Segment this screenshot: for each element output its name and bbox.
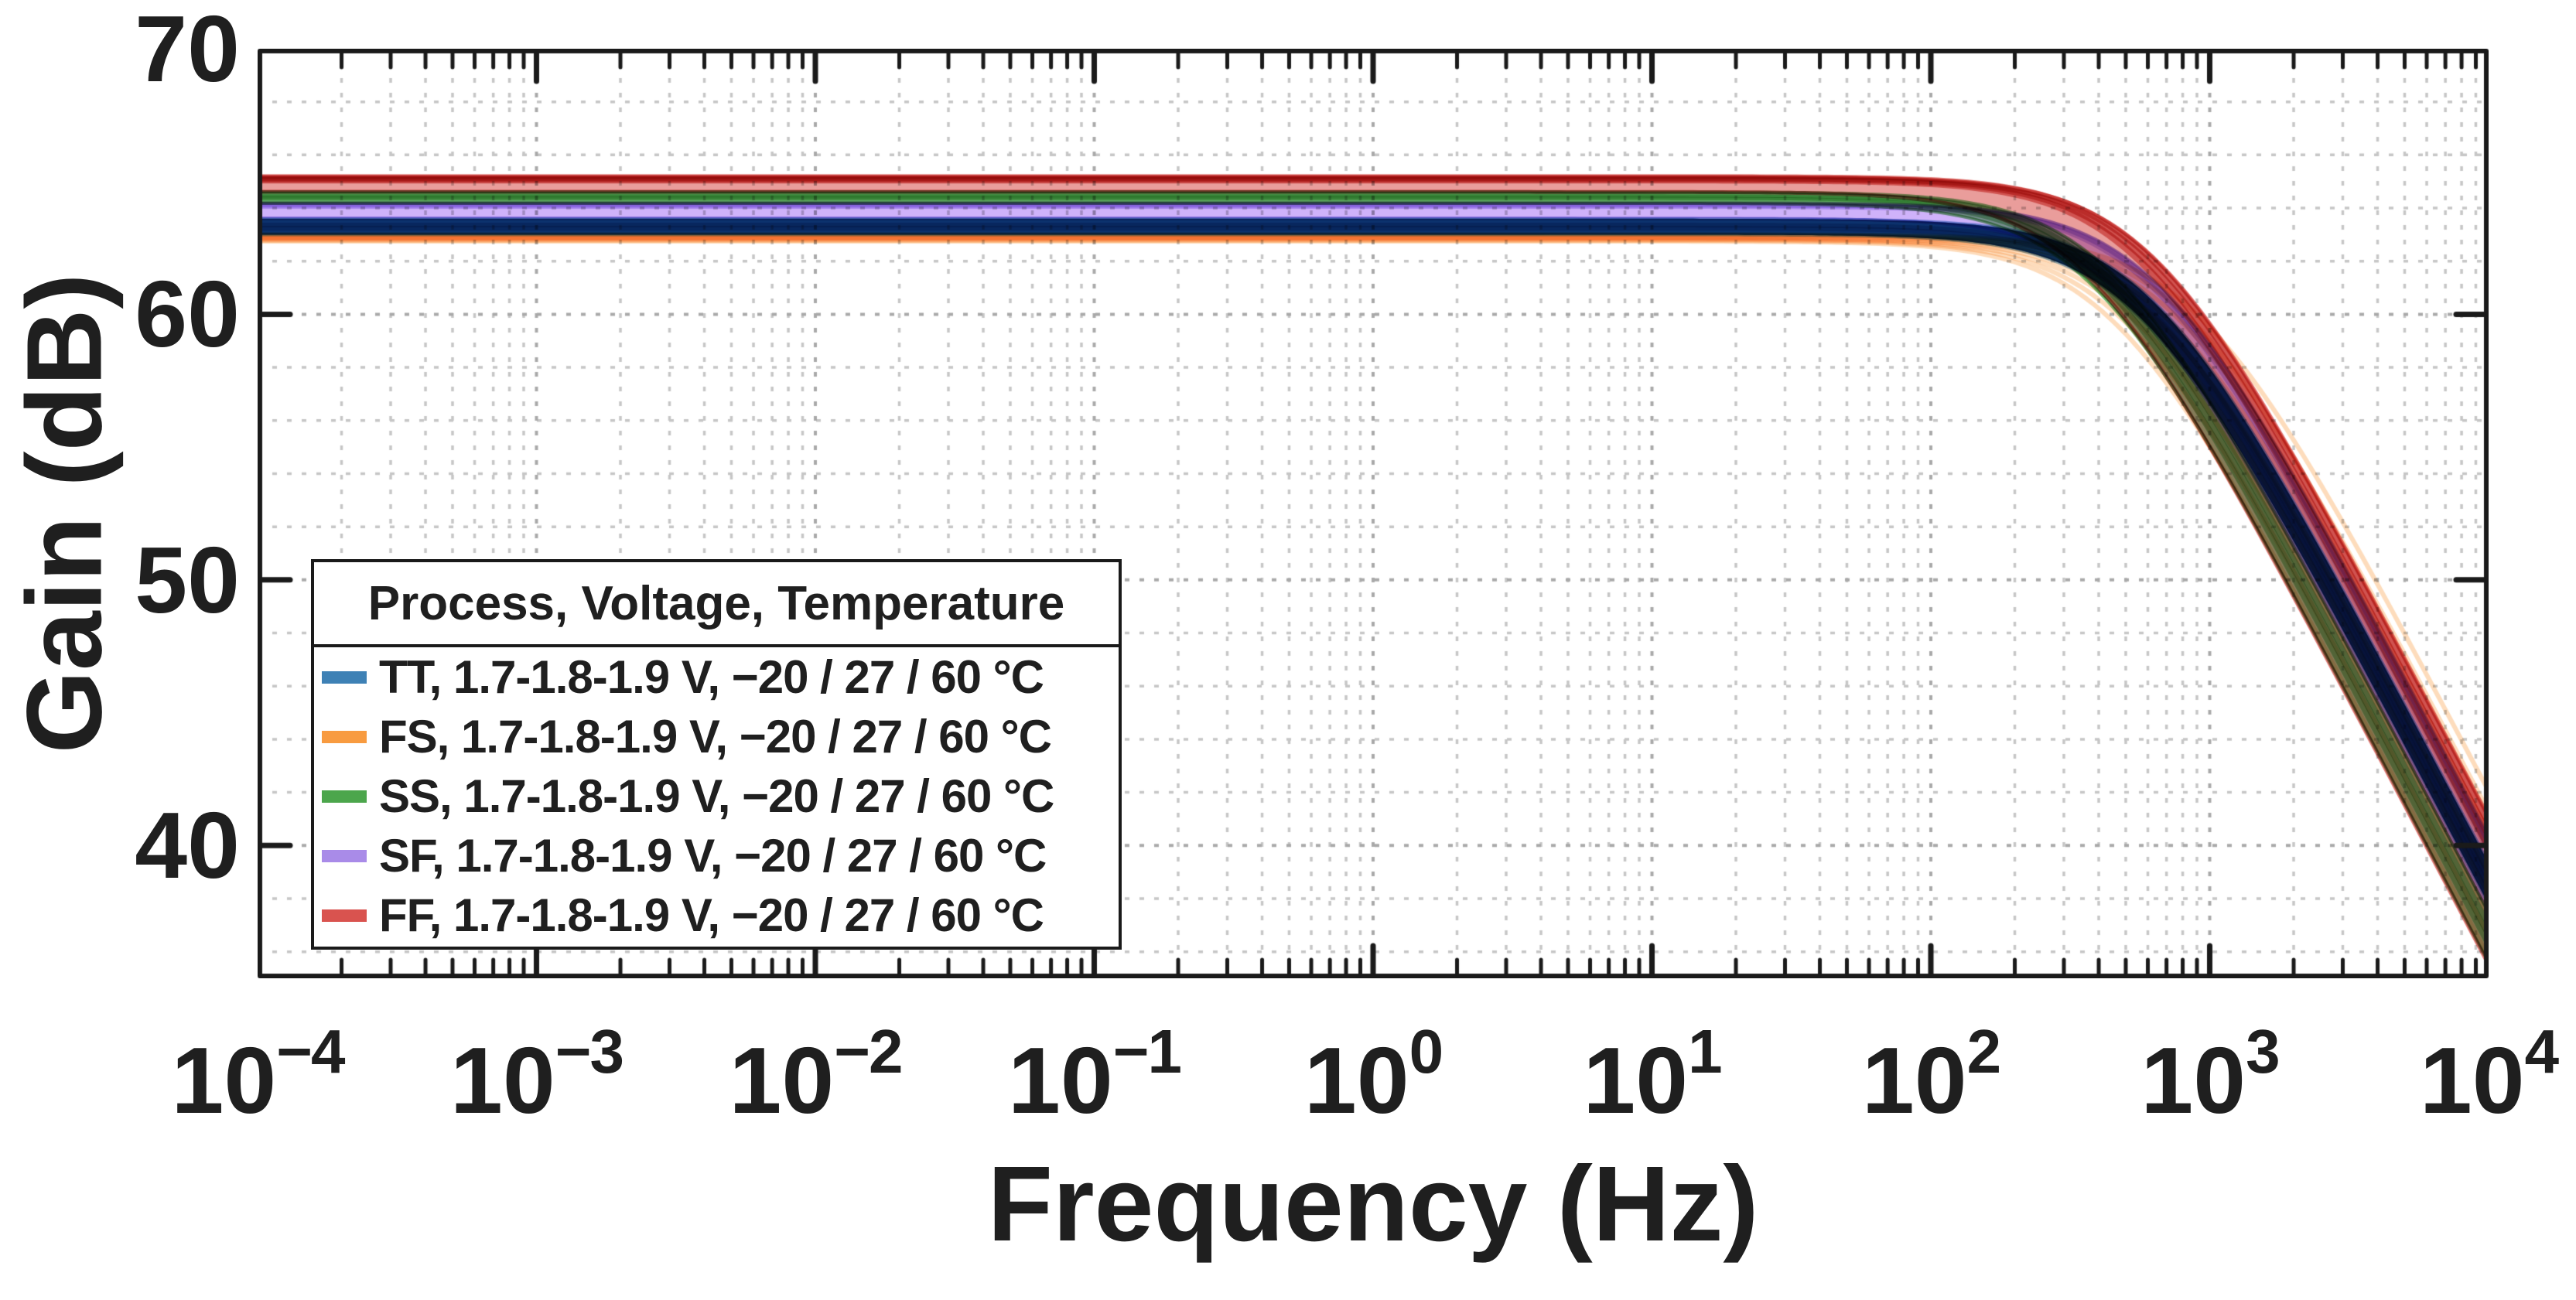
legend-entry: SS, 1.7-1.8-1.9 V, −20 / 27 / 60 °C (322, 766, 1119, 826)
y-tick-label: 40 (135, 793, 240, 899)
x-axis-label: Frequency (Hz) (987, 1145, 1759, 1264)
y-tick-label: 70 (135, 0, 240, 101)
legend-entry-label: FS, 1.7-1.8-1.9 V, −20 / 27 / 60 °C (379, 711, 1052, 763)
legend-entry: SF, 1.7-1.8-1.9 V, −20 / 27 / 60 °C (322, 826, 1119, 885)
x-tick-label: 102 (1861, 1017, 2001, 1133)
legend-title: Process, Voltage, Temperature (367, 576, 1065, 630)
legend-swatch (322, 909, 367, 922)
legend-entry: TT, 1.7-1.8-1.9 V, −20 / 27 / 60 °C (322, 647, 1119, 707)
legend: Process, Voltage, Temperature TT, 1.7-1.… (311, 559, 1122, 950)
x-tick-label: 103 (2140, 1017, 2280, 1133)
legend-swatch (322, 849, 367, 862)
legend-separator (314, 644, 1119, 647)
y-tick-label: 50 (135, 527, 240, 633)
y-tick-label: 60 (135, 261, 240, 367)
legend-entry-label: SF, 1.7-1.8-1.9 V, −20 / 27 / 60 °C (379, 830, 1047, 882)
x-tick-label: 10−4 (171, 1017, 346, 1133)
x-tick-label: 10−2 (729, 1017, 904, 1133)
legend-swatch (322, 790, 367, 803)
legend-entry-label: TT, 1.7-1.8-1.9 V, −20 / 27 / 60 °C (379, 651, 1044, 703)
legend-swatch (322, 730, 367, 743)
legend-entry: FS, 1.7-1.8-1.9 V, −20 / 27 / 60 °C (322, 707, 1119, 766)
legend-entry-label: SS, 1.7-1.8-1.9 V, −20 / 27 / 60 °C (379, 770, 1054, 822)
x-tick-label: 101 (1583, 1017, 1722, 1133)
x-tick-label: 104 (2419, 1017, 2559, 1133)
legend-entry-label: FF, 1.7-1.8-1.9 V, −20 / 27 / 60 °C (379, 889, 1044, 941)
x-tick-label: 10−1 (1008, 1017, 1182, 1133)
x-tick-label: 100 (1303, 1017, 1443, 1133)
legend-entries: TT, 1.7-1.8-1.9 V, −20 / 27 / 60 °C FS, 1… (314, 647, 1119, 945)
legend-entry: FF, 1.7-1.8-1.9 V, −20 / 27 / 60 °C (322, 885, 1119, 945)
x-tick-label: 10−3 (450, 1017, 624, 1133)
legend-swatch (322, 670, 367, 684)
